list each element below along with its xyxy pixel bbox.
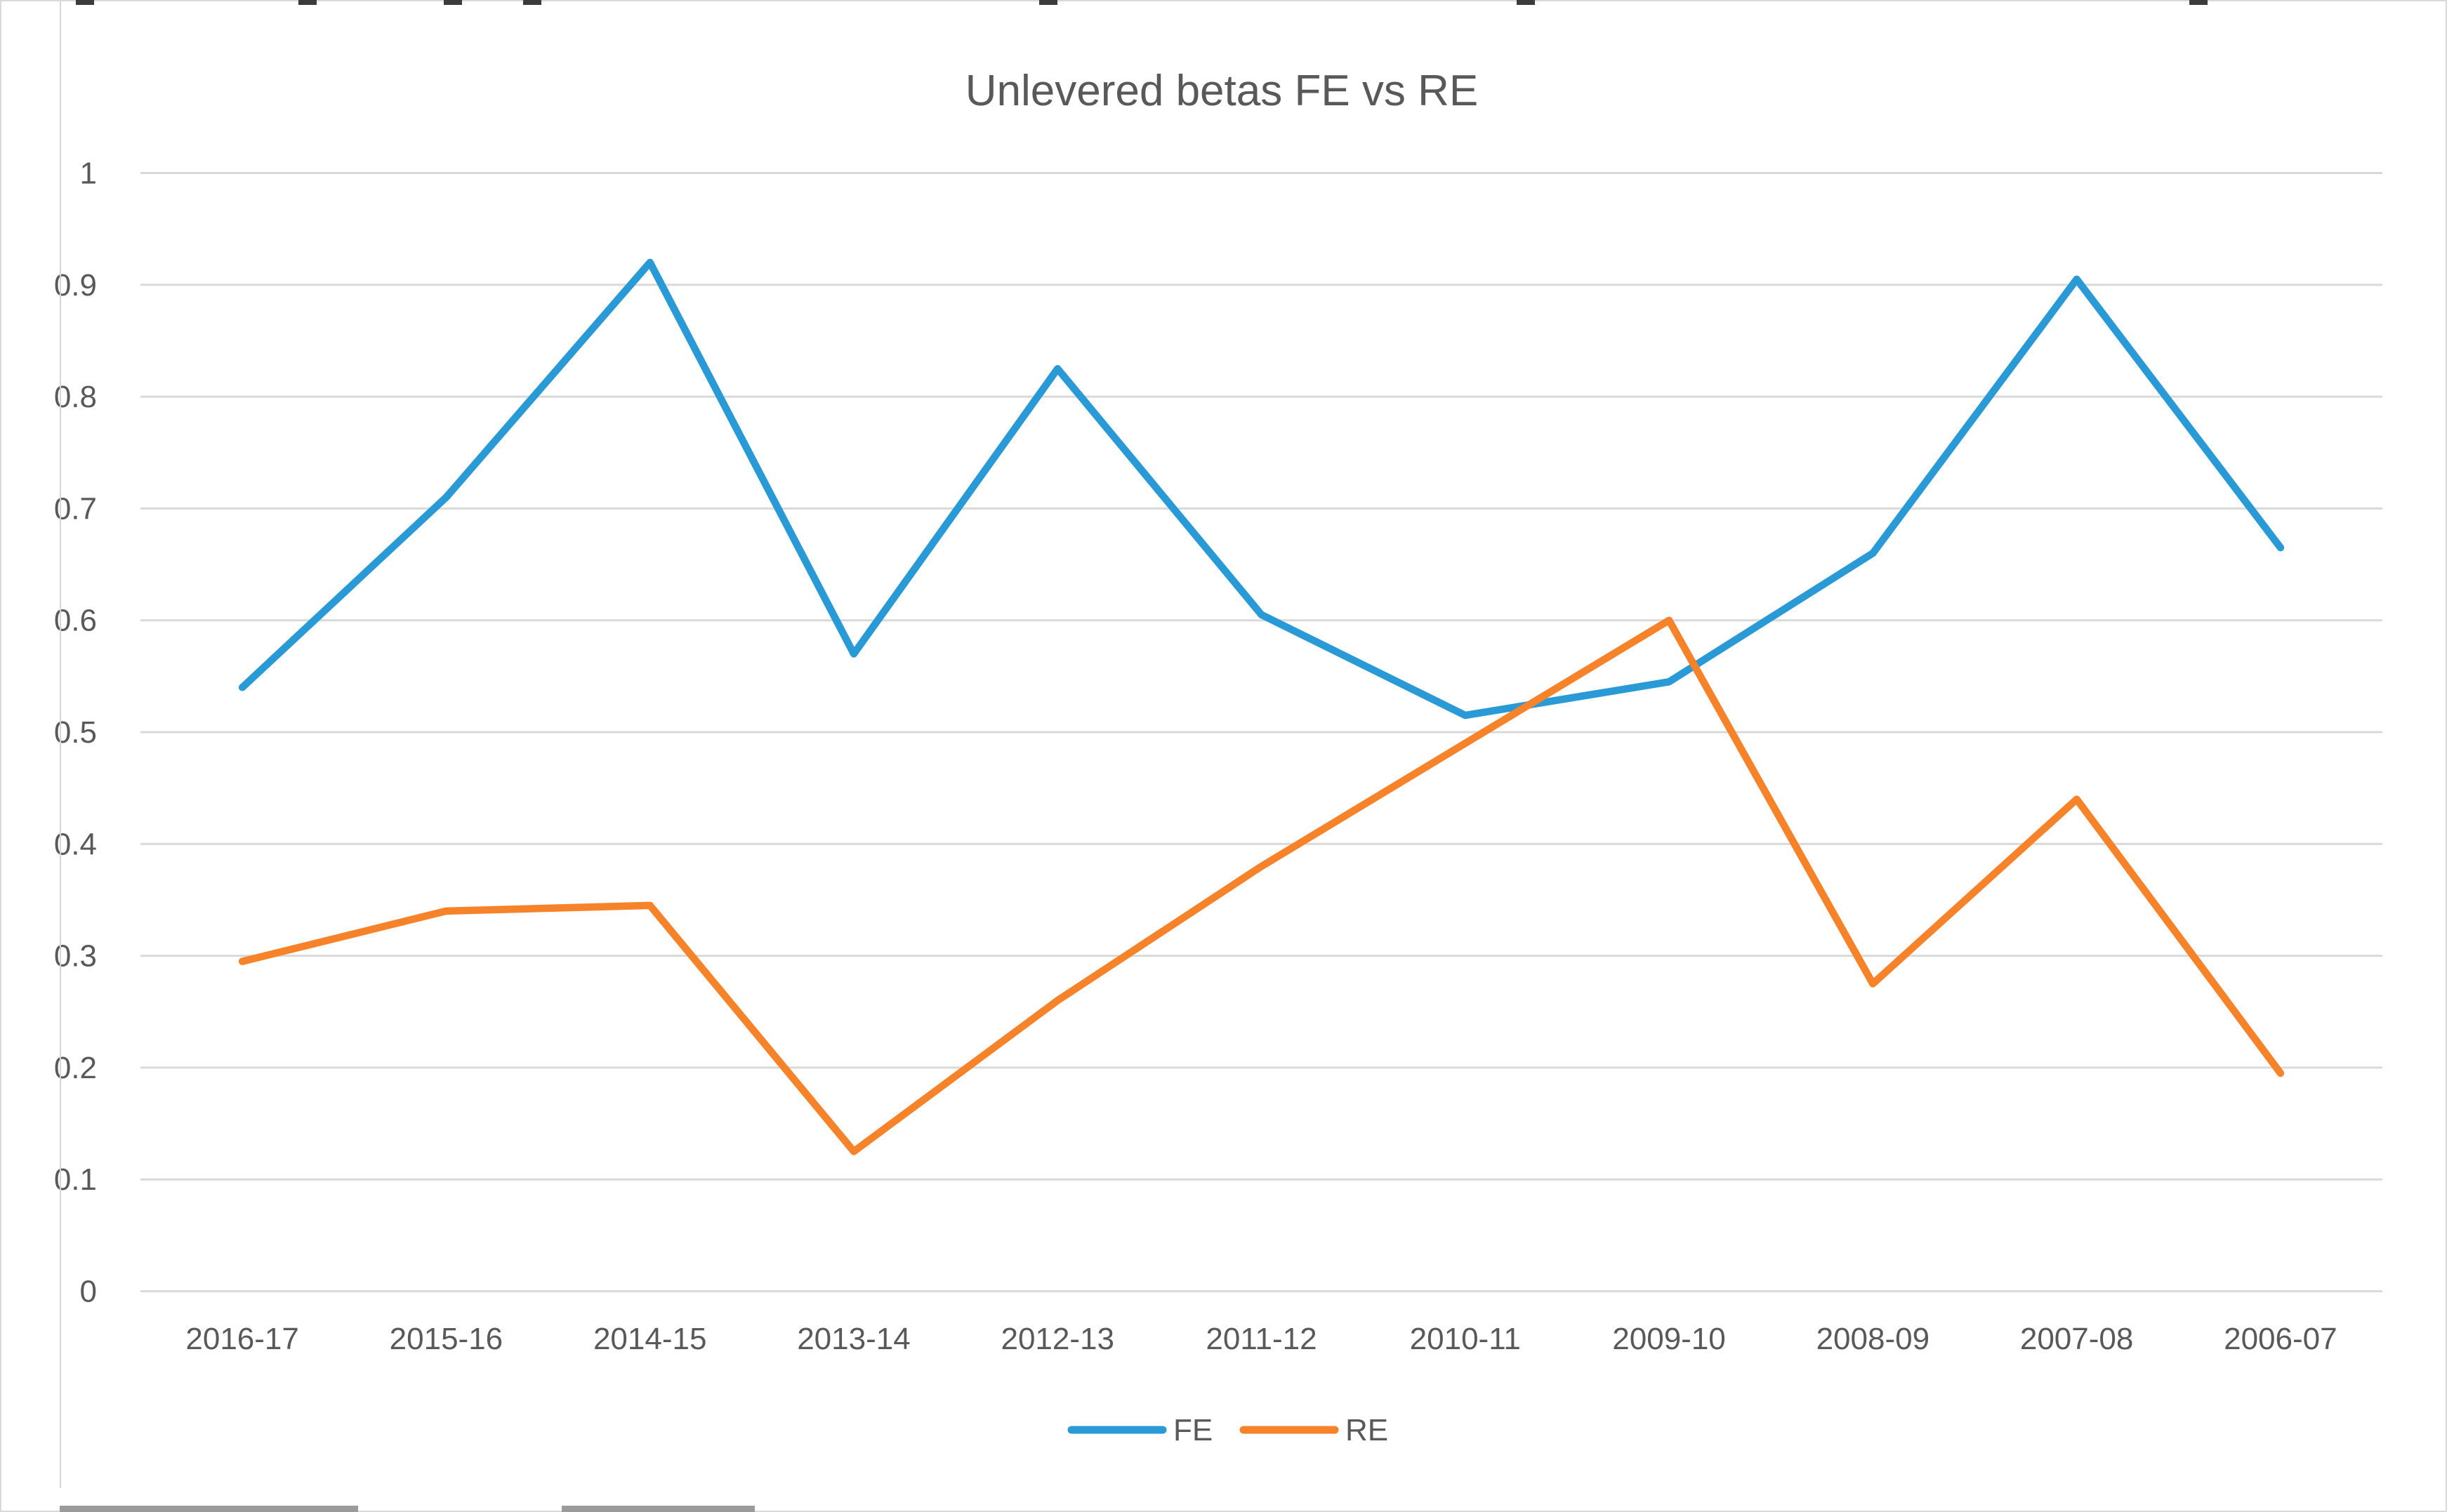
x-tick-label-2008-09: 2008-09	[1816, 1322, 1930, 1356]
legend-label-fe: FE	[1173, 1413, 1213, 1447]
gridlines	[140, 172, 2382, 1292]
y-tick-label-0.8: 0.8	[54, 380, 97, 414]
artifact-bottom-bar	[60, 1506, 358, 1512]
artifact-top-dash	[1039, 0, 1057, 5]
x-tick-label-2014-15: 2014-15	[593, 1322, 706, 1356]
legend-label-re: RE	[1345, 1413, 1388, 1447]
x-tick-label-2010-11: 2010-11	[1410, 1322, 1521, 1356]
y-tick-label-0.1: 0.1	[54, 1162, 97, 1197]
y-tick-label-0.9: 0.9	[54, 268, 97, 303]
x-axis-labels: 2016-17 2015-16 2014-15 2013-14 2012-13 2011-…	[185, 1322, 2337, 1356]
x-tick-label-2016-17: 2016-17	[185, 1322, 298, 1356]
y-tick-label-0.6: 0.6	[54, 604, 97, 638]
y-tick-label-0.2: 0.2	[54, 1051, 97, 1085]
series-line-re	[238, 616, 2285, 1155]
artifact-top-dash	[444, 0, 462, 5]
y-tick-label-0.7: 0.7	[54, 491, 97, 526]
x-tick-label-2006-07: 2006-07	[2224, 1322, 2337, 1356]
artifact-top-dash	[76, 0, 94, 5]
artifact-top-dash	[523, 0, 541, 5]
y-tick-label-0.4: 0.4	[54, 827, 97, 861]
artifact-top-dash	[2189, 0, 2208, 5]
x-tick-label-2013-14: 2013-14	[797, 1322, 910, 1356]
artifact-bottom-bar	[562, 1506, 755, 1512]
artifact-top-dash	[1517, 0, 1535, 5]
y-tick-label-1: 1	[80, 157, 97, 191]
y-tick-label-0.3: 0.3	[54, 939, 97, 974]
series-lines	[238, 258, 2285, 1155]
y-tick-label-0.5: 0.5	[54, 715, 97, 750]
screen-artifacts	[60, 0, 2208, 1512]
chart-title: Unlevered betas FE vs RE	[965, 67, 1479, 115]
artifact-top-dash	[298, 0, 317, 5]
x-tick-label-2012-13: 2012-13	[1001, 1322, 1114, 1356]
x-tick-label-2009-10: 2009-10	[1612, 1322, 1725, 1356]
legend: FE RE	[1067, 1413, 1388, 1447]
series-line-fe	[238, 258, 2285, 719]
y-axis-labels: 0 0.1 0.2 0.3 0.4 0.5 0.6 0.7 0.8 0.9 1	[54, 157, 97, 1309]
x-tick-label-2007-08: 2007-08	[2020, 1322, 2133, 1356]
x-tick-label-2011-12: 2011-12	[1206, 1322, 1317, 1356]
y-tick-label-0: 0	[80, 1275, 97, 1309]
x-tick-label-2015-16: 2015-16	[390, 1322, 503, 1356]
